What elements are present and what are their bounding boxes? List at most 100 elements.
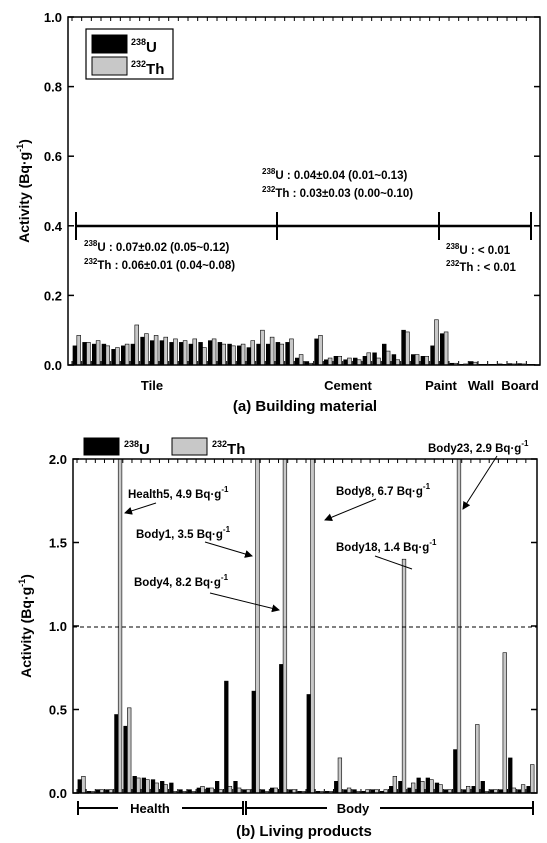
bar-th232	[105, 345, 111, 366]
category-label-board: Board	[501, 378, 539, 393]
bar-u238	[150, 779, 156, 794]
bar-th232	[209, 787, 214, 794]
bar-u238	[205, 787, 211, 794]
bar-th232	[385, 350, 391, 366]
bar-th232	[231, 345, 236, 366]
bar-u238	[334, 781, 339, 794]
bar-th232	[145, 779, 150, 794]
bar-u238	[140, 336, 145, 366]
legend-th-swatch	[171, 437, 208, 456]
bar-th232	[163, 336, 168, 366]
bar-u238	[150, 340, 155, 366]
bar-u238	[141, 777, 146, 794]
bar-th232	[411, 782, 416, 794]
bar-u238	[111, 349, 116, 366]
panel-a-building-material: 0.0 0.2 0.4 0.6 0.8 1.0 238U : 0.07±0.02 (0.0…	[15, 10, 541, 415]
bar-u238	[169, 782, 174, 794]
bar-th232	[282, 458, 288, 794]
bar-th232	[289, 338, 294, 366]
bar-u238	[208, 340, 213, 366]
bar-u238	[381, 343, 387, 366]
annotation-health5: Health5, 4.9 Bq·g-1	[128, 485, 229, 501]
annotation-body8: Body8, 6.7 Bq·g-1	[336, 482, 431, 498]
bar-th232	[250, 340, 255, 366]
bar-th232	[255, 458, 260, 794]
panel-b-group-brackets	[77, 801, 534, 815]
bar-th232	[502, 652, 507, 794]
bar-th232	[429, 779, 434, 794]
bar-th232	[337, 355, 343, 366]
bar-u238	[196, 787, 201, 794]
y-tick-label: 0.5	[49, 703, 67, 718]
bar-th232	[530, 764, 535, 794]
legend-th-label: 232Th	[131, 59, 164, 78]
bar-u238	[246, 347, 252, 366]
bar-u238	[362, 355, 368, 366]
panel-a-x-ticks	[71, 17, 527, 365]
y-tick-label: 0.0	[49, 786, 67, 801]
bar-u238	[306, 694, 311, 794]
panel-b-x-ticks	[76, 459, 527, 793]
arrow-body1	[204, 541, 253, 558]
bar-u238	[256, 343, 261, 366]
annotation-other-u: 238U : < 0.01	[446, 242, 511, 257]
bar-th232	[221, 343, 226, 366]
bar-th232	[117, 458, 123, 794]
bar-th232	[269, 336, 275, 366]
annotation-tile-u: 238U : 0.07±0.02 (0.05~0.12)	[84, 239, 229, 254]
bar-u238	[401, 329, 406, 366]
bar-th232	[395, 359, 401, 366]
bar-u238	[389, 786, 394, 794]
category-label-wall: Wall	[468, 378, 494, 393]
annotation-body4: Body4, 8.2 Bq·g-1	[134, 573, 229, 589]
bar-u238	[92, 343, 97, 366]
panel-b-caption: (b) Living products	[236, 823, 372, 840]
bar-u238	[123, 725, 128, 794]
bar-th232	[356, 359, 362, 366]
bar-th232	[182, 340, 188, 366]
category-label-cement: Cement	[324, 378, 372, 393]
panel-a-y-ticks: 0.0 0.2 0.4 0.6 0.8 1.0	[44, 10, 540, 373]
annotation-body18: Body18, 1.4 Bq·g-1	[336, 538, 437, 554]
y-tick-label: 0.6	[44, 149, 62, 164]
bar-u238	[237, 345, 242, 366]
bar-th232	[347, 357, 352, 366]
bar-th232	[81, 775, 86, 794]
bar-u238	[77, 779, 82, 794]
bar-th232	[192, 338, 197, 366]
group-label-body: Body	[337, 801, 370, 816]
bar-th232	[520, 784, 526, 794]
bar-th232	[327, 357, 333, 366]
bar-u238	[179, 342, 184, 366]
bar-u238	[215, 781, 220, 794]
bar-th232	[211, 338, 217, 366]
legend-th-label: 232Th	[212, 439, 245, 458]
bar-th232	[511, 787, 517, 794]
bar-u238	[130, 343, 136, 366]
bar-u238	[372, 352, 377, 366]
bar-th232	[273, 787, 278, 794]
bar-th232	[456, 458, 462, 794]
arrow-health5	[124, 502, 157, 515]
annotation-body1: Body1, 3.5 Bq·g-1	[136, 525, 231, 541]
bar-u238	[114, 714, 119, 794]
bar-u238	[314, 338, 319, 366]
bar-u238	[82, 342, 87, 366]
bar-th232	[153, 335, 159, 366]
panel-a-legend: 238U 232Th	[85, 28, 174, 80]
y-tick-label: 0.0	[44, 358, 62, 373]
bar-th232	[124, 343, 130, 366]
panel-a-y-axis-title: Activity (Bq·g-1)	[15, 139, 32, 243]
panel-a-bars	[72, 319, 536, 366]
bar-u238	[275, 342, 281, 366]
bar-th232	[240, 343, 246, 366]
bar-u238	[169, 342, 174, 366]
bar-th232	[424, 355, 430, 366]
bar-u238	[480, 781, 485, 794]
bar-u238	[294, 357, 300, 366]
bar-u238	[217, 342, 223, 366]
category-label-tile: Tile	[141, 378, 163, 393]
legend-u-label: 238U	[124, 439, 150, 458]
arrow-body18	[374, 555, 413, 570]
y-tick-label: 2.0	[49, 452, 67, 467]
